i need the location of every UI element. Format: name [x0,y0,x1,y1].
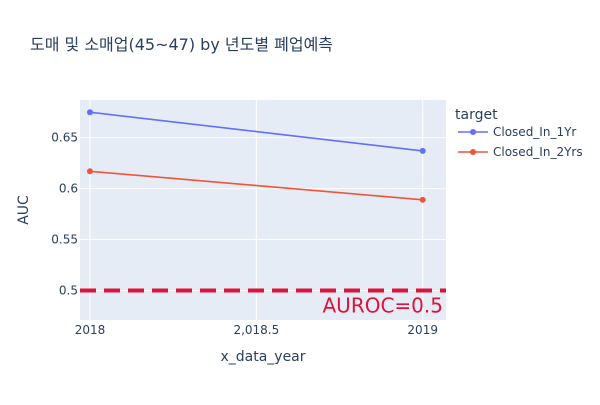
data-point [86,168,93,175]
y-tick-label: 0.6 [59,182,78,196]
legend: target Closed_In_1Yr Closed_In_2Yrs [455,107,583,159]
x-axis-ticks: 2018 2,018.5 2019 [75,323,438,337]
legend-title: target [455,107,498,123]
series-line [89,111,423,152]
y-tick-label: 0.5 [59,283,78,297]
x-tick-label: 2,018.5 [233,323,279,337]
data-point [419,196,426,203]
chart-title: 도매 및 소매업(45~47) by 년도별 폐업예측 [30,35,333,54]
legend-swatch-marker [470,129,476,135]
y-tick-label: 0.65 [51,131,78,145]
reference-line-label: AUROC=0.5 [323,293,444,317]
data-point [86,109,93,116]
plot-area [80,100,446,320]
x-tick-label: 2018 [75,323,106,337]
reference-line-group: AUROC=0.5 [80,288,446,317]
legend-item-label[interactable]: Closed_In_2Yrs [493,145,583,159]
x-tick-label: 2019 [407,323,438,337]
series-line [89,170,423,201]
legend-swatch-marker [470,149,476,155]
data-point [419,147,426,154]
x-axis-label: x_data_year [220,349,305,365]
y-axis-label: AUC [16,195,32,225]
y-tick-label: 0.55 [51,233,78,247]
y-axis-ticks: 0.5 0.55 0.6 0.65 [51,131,78,298]
series-group [86,109,426,203]
legend-item-label[interactable]: Closed_In_1Yr [493,125,576,139]
